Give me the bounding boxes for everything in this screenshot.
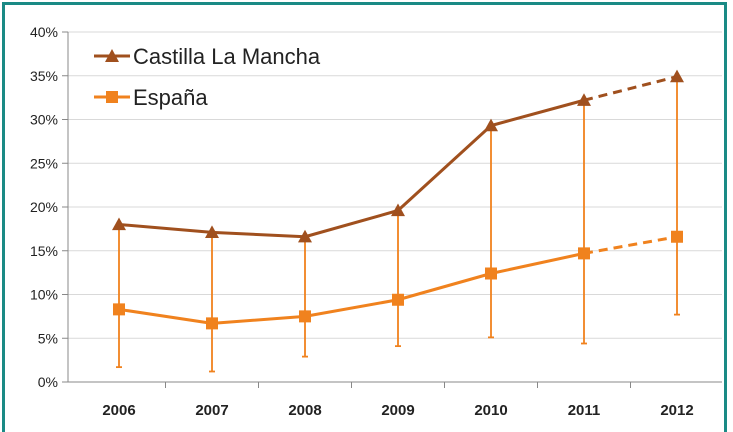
x-tick-label: 2006 (102, 402, 135, 419)
square-marker (578, 247, 590, 260)
legend-label-0: Castilla La Mancha (133, 44, 321, 69)
y-tick-label: 15% (30, 243, 58, 259)
triangle-marker (484, 118, 498, 132)
triangle-marker (391, 203, 405, 217)
square-marker (299, 310, 311, 323)
error-bars (116, 76, 680, 373)
series-line-dashed-1 (583, 235, 678, 255)
y-tick-label: 35% (30, 68, 58, 84)
triangle-marker (670, 69, 684, 83)
triangle-marker (205, 225, 219, 238)
legend: Castilla La Mancha España (94, 44, 321, 110)
x-tick-label: 2011 (568, 402, 601, 419)
x-tick-label: 2008 (288, 402, 321, 419)
series-line-dashed-0 (583, 75, 678, 102)
gridlines (68, 31, 722, 339)
y-axis-ticks: 0% 5% 10% 15% 20% 25% 30% 35% 40% (30, 24, 58, 390)
legend-label-1: España (133, 85, 208, 110)
series-markers (112, 69, 684, 330)
x-axis-ticks: 2006 2007 2008 2009 2010 2011 2012 (102, 402, 693, 419)
triangle-marker (112, 217, 126, 231)
y-tick-label: 40% (30, 24, 58, 40)
x-tick-label: 2010 (474, 402, 507, 419)
y-tick-label: 25% (30, 155, 58, 171)
legend-triangle-marker (105, 49, 119, 62)
square-marker (113, 303, 125, 316)
y-tick-label: 5% (38, 330, 58, 346)
y-tick-label: 20% (30, 199, 58, 215)
triangle-marker (577, 93, 591, 106)
y-tick-label: 10% (30, 287, 58, 303)
triangle-marker (298, 229, 312, 243)
series-line-0 (118, 98, 585, 239)
x-tick-label: 2009 (381, 402, 414, 419)
y-tick-label: 30% (30, 112, 58, 128)
square-marker (671, 230, 683, 243)
series-line-1 (118, 251, 585, 325)
axes (62, 31, 722, 388)
x-tick-label: 2012 (660, 402, 693, 419)
square-marker (485, 267, 497, 280)
y-tick-label: 0% (38, 374, 58, 390)
legend-square-marker (106, 91, 118, 103)
x-tick-label: 2007 (195, 402, 228, 419)
square-marker (392, 293, 404, 306)
series-lines (118, 75, 678, 325)
square-marker (206, 317, 218, 330)
